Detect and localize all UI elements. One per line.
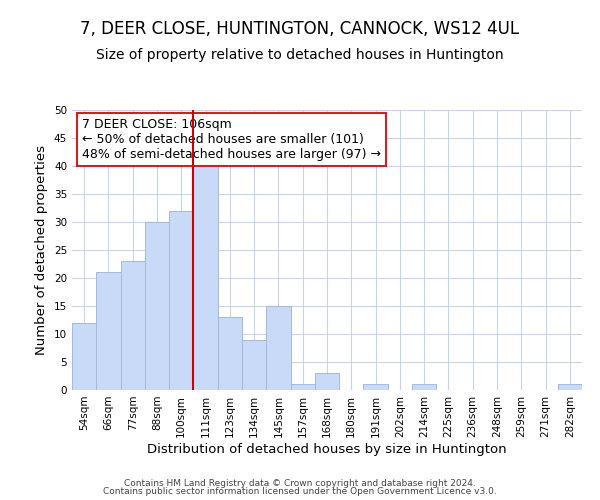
Bar <box>315 373 339 390</box>
Bar <box>169 211 193 390</box>
Text: Contains public sector information licensed under the Open Government Licence v3: Contains public sector information licen… <box>103 487 497 496</box>
Bar <box>242 340 266 390</box>
X-axis label: Distribution of detached houses by size in Huntington: Distribution of detached houses by size … <box>147 442 507 456</box>
Bar <box>364 384 388 390</box>
Bar <box>412 384 436 390</box>
Text: 7, DEER CLOSE, HUNTINGTON, CANNOCK, WS12 4UL: 7, DEER CLOSE, HUNTINGTON, CANNOCK, WS12… <box>80 20 520 38</box>
Bar <box>290 384 315 390</box>
Bar <box>145 222 169 390</box>
Text: Contains HM Land Registry data © Crown copyright and database right 2024.: Contains HM Land Registry data © Crown c… <box>124 478 476 488</box>
Bar <box>121 261 145 390</box>
Text: 7 DEER CLOSE: 106sqm
← 50% of detached houses are smaller (101)
48% of semi-deta: 7 DEER CLOSE: 106sqm ← 50% of detached h… <box>82 118 381 162</box>
Y-axis label: Number of detached properties: Number of detached properties <box>35 145 49 355</box>
Bar <box>558 384 582 390</box>
Bar <box>266 306 290 390</box>
Bar <box>72 323 96 390</box>
Bar <box>193 160 218 390</box>
Text: Size of property relative to detached houses in Huntington: Size of property relative to detached ho… <box>96 48 504 62</box>
Bar <box>96 272 121 390</box>
Bar <box>218 317 242 390</box>
